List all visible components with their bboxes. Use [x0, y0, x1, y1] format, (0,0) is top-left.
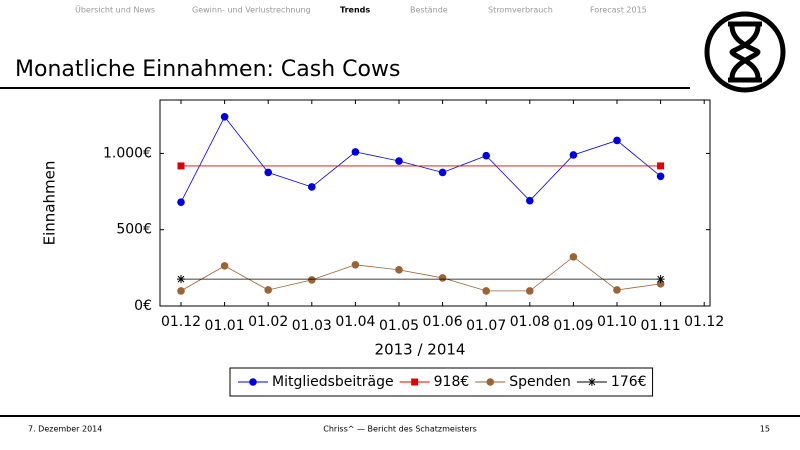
point	[657, 162, 665, 170]
legend-marker	[587, 378, 596, 386]
footer-page: 15	[760, 425, 770, 434]
point	[177, 198, 185, 207]
x-tick-label: 01.01	[205, 318, 245, 334]
point	[569, 253, 578, 261]
series-line	[180, 116, 661, 203]
footer-date: 7. Dezember 2014	[28, 425, 102, 434]
point	[438, 168, 447, 177]
x-tick-label: 01.04	[335, 314, 375, 330]
point	[656, 172, 665, 181]
nav-item: Gewinn- und Verlustrechnung	[192, 6, 311, 15]
point	[656, 275, 665, 284]
point	[308, 276, 316, 284]
point	[220, 112, 229, 121]
point	[264, 168, 273, 177]
nav-item: Forecast 2015	[590, 6, 647, 15]
point	[177, 275, 185, 284]
point	[177, 287, 185, 295]
point	[526, 196, 534, 205]
x-tick-label: 01.02	[248, 314, 288, 330]
legend-marker	[486, 378, 495, 386]
x-tick-label: 01.08	[510, 314, 550, 330]
x-tick-label: 01.12	[684, 314, 724, 330]
point	[569, 151, 578, 159]
logo	[704, 11, 786, 93]
point	[177, 162, 185, 170]
point	[613, 136, 621, 145]
plot-frame	[159, 99, 711, 307]
legend-label: 176€	[611, 374, 647, 390]
nav-item: Stromverbrauch	[488, 6, 553, 15]
point	[351, 261, 360, 269]
point	[351, 148, 360, 156]
legend-label: Mitgliedsbeiträge	[272, 374, 394, 390]
point	[613, 286, 621, 294]
y-tick-label: 1.000€	[103, 145, 152, 161]
point	[308, 183, 316, 191]
x-tick-label: 01.09	[553, 318, 593, 334]
navigation: Übersicht und News Gewinn- und Verlustrec…	[75, 5, 647, 15]
legend-label: Spenden	[509, 374, 571, 390]
y-tick-label: 500€	[116, 222, 152, 238]
point	[526, 287, 534, 295]
point	[264, 286, 273, 294]
point	[482, 287, 491, 295]
nav-item: Trends	[340, 6, 370, 15]
footer-center: Chriss^ — Bericht des Schatzmeisters	[323, 425, 476, 434]
point	[395, 266, 403, 274]
point	[656, 280, 665, 288]
slide-title: Monatliche Einnahmen: Cash Cows	[15, 57, 400, 82]
point	[220, 262, 229, 270]
legend-marker	[411, 378, 419, 386]
x-tick-label: 01.10	[597, 314, 637, 330]
x-tick-label: 01.07	[466, 318, 506, 334]
x-axis-label: 2013 / 2014	[375, 341, 466, 359]
x-tick-label: 01.06	[423, 314, 463, 330]
nav-item: Übersicht und News	[75, 5, 155, 15]
y-tick-label: 0€	[134, 298, 152, 314]
point	[395, 157, 403, 165]
x-tick-label: 01.05	[379, 318, 419, 334]
series-line	[180, 256, 661, 292]
x-tick-label: 01.11	[641, 318, 681, 334]
legend-marker	[249, 378, 257, 386]
x-tick-label: 01.12	[161, 314, 201, 330]
x-tick-label: 01.03	[292, 318, 332, 334]
y-axis-label: Einnahmen	[41, 161, 59, 246]
legend-label: 918€	[434, 374, 470, 390]
nav-item: Bestände	[410, 6, 448, 15]
point	[438, 274, 447, 282]
point	[482, 151, 491, 160]
